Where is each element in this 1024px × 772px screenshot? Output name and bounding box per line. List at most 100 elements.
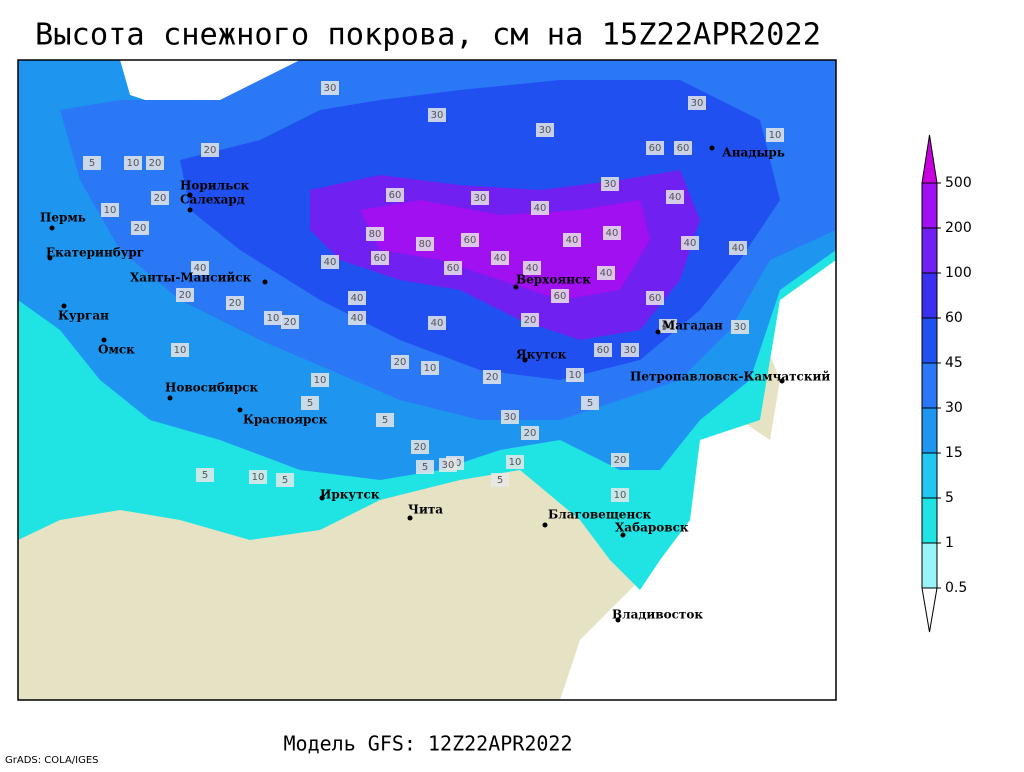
- contour-label: 20: [524, 315, 537, 326]
- city-label: Новосибирск: [165, 381, 258, 395]
- contour-label: 5: [202, 470, 208, 481]
- contour-label-box: [471, 191, 489, 205]
- map-frame: [17, 59, 837, 701]
- city-dot: [237, 407, 243, 413]
- contour-label-box: [371, 251, 389, 265]
- contour-label: 60: [374, 253, 387, 264]
- contour-label-box: [483, 370, 501, 384]
- colorbar-swatch: [921, 542, 938, 589]
- colorbar-label: 60: [945, 310, 963, 326]
- contour-label-box: [731, 320, 749, 334]
- contour-label-box: [597, 266, 615, 280]
- colorbar-label: 15: [945, 445, 963, 461]
- contour-label-box: [601, 177, 619, 191]
- contour-label-box: [416, 460, 434, 474]
- contour-label-box: [201, 143, 219, 157]
- colorbar-label: 30: [945, 400, 963, 416]
- contour-label: 10: [252, 472, 265, 483]
- contour-label: 30: [539, 125, 552, 136]
- city-label: Верхоянск: [516, 273, 591, 287]
- contour-label-box: [226, 296, 244, 310]
- contour-label-box: [366, 227, 384, 241]
- contour-label-box: [646, 291, 664, 305]
- contour-label-box: [411, 440, 429, 454]
- credit: GrADS: COLA/IGES: [5, 755, 99, 766]
- contour-label-box: [171, 343, 189, 357]
- contour-label: 10: [174, 345, 187, 356]
- city-label: Чита: [408, 503, 443, 517]
- contour-label-box: [444, 261, 462, 275]
- contour-label: 40: [732, 243, 745, 254]
- city-label: Ханты-Мансийск: [130, 271, 252, 285]
- city-dot: [522, 357, 528, 363]
- city-label: Анадырь: [722, 146, 785, 160]
- contour-label: 40: [662, 321, 675, 332]
- contour-label-box: [766, 128, 784, 142]
- contour-label: 30: [604, 179, 617, 190]
- contour-label: 20: [614, 455, 627, 466]
- contour-label-box: [594, 343, 612, 357]
- contour-label: 80: [369, 229, 382, 240]
- city-label: Петропавловск-Камчатский: [630, 370, 830, 384]
- colorbar-swatch: [921, 362, 938, 409]
- contour-label: 20: [229, 298, 242, 309]
- contour-label: 20: [524, 428, 537, 439]
- contour-label-box: [551, 289, 569, 303]
- contour-label: 30: [431, 110, 444, 121]
- contour-label-box: [659, 319, 677, 333]
- contour-label: 30: [691, 98, 704, 109]
- city-dot: [47, 255, 53, 261]
- contour-label-box: [416, 237, 434, 251]
- contour-label: 40: [600, 268, 613, 279]
- contour-label: 10: [509, 457, 522, 468]
- contour-label-box: [151, 191, 169, 205]
- contour-label-box: [646, 141, 664, 155]
- contour-label: 5: [382, 415, 388, 426]
- contour-label-box: [521, 426, 539, 440]
- contour-label: 20: [414, 442, 427, 453]
- contour-label: 40: [526, 263, 539, 274]
- contour-label-box: [311, 373, 329, 387]
- contour-label-box: [611, 453, 629, 467]
- contour-label: 60: [447, 263, 460, 274]
- colorbar-label: 100: [945, 265, 972, 281]
- contour-label: 10: [769, 130, 782, 141]
- contour-label-box: [321, 255, 339, 269]
- contour-label-box: [563, 233, 581, 247]
- contour-label-box: [491, 473, 509, 487]
- colorbar-label: 500: [945, 175, 972, 191]
- city-dot: [655, 329, 661, 335]
- city-label: Благовещенск: [548, 508, 652, 522]
- contour-label: 20: [154, 193, 167, 204]
- colorbar-label: 1: [945, 535, 954, 551]
- contour-label-box: [566, 368, 584, 382]
- contour-label-box: [196, 468, 214, 482]
- contour-label-box: [531, 201, 549, 215]
- city-dot: [620, 532, 626, 538]
- contour-label: 60: [389, 190, 402, 201]
- city-dot: [407, 515, 413, 521]
- city-label: Хабаровск: [615, 521, 689, 535]
- colorbar-cap: [921, 587, 938, 633]
- contour-label: 80: [419, 239, 432, 250]
- city-label: Пермь: [40, 211, 86, 225]
- contour-label-box: [501, 410, 519, 424]
- contour-label-box: [301, 396, 319, 410]
- contour-label: 60: [677, 143, 690, 154]
- contour-label-box: [348, 311, 366, 325]
- city-dot: [709, 145, 715, 151]
- city-label: Красноярск: [243, 413, 328, 427]
- contour-label-box: [83, 156, 101, 170]
- contour-label: 5: [307, 398, 313, 409]
- contour-label: 20: [149, 158, 162, 169]
- contour-label: 40: [351, 313, 364, 324]
- colorbar-swatch: [921, 497, 938, 544]
- contour-label-box: [674, 141, 692, 155]
- contour-label: 30: [734, 322, 747, 333]
- contour-label-box: [348, 291, 366, 305]
- contour-label: 5: [282, 475, 288, 486]
- contour-label-box: [461, 233, 479, 247]
- contour-label: 20: [284, 317, 297, 328]
- colorbar-swatch: [921, 227, 938, 274]
